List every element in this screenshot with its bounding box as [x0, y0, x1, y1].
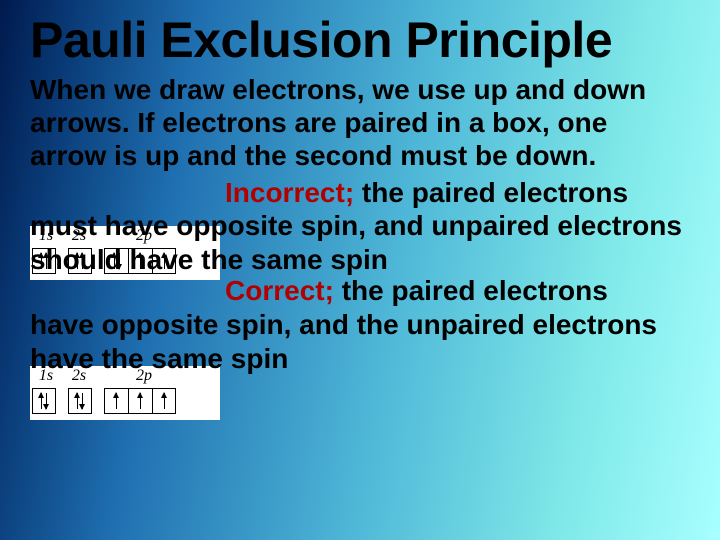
box-1s: [32, 388, 56, 414]
box-2p-group: [104, 388, 176, 414]
correct-text-1: the paired electrons: [334, 275, 608, 306]
explanation-block: Incorrect; the paired electrons must hav…: [30, 176, 690, 376]
box-2p-2: [128, 388, 152, 414]
incorrect-line-2: must have opposite spin, and unpaired el…: [30, 209, 690, 276]
slide: Pauli Exclusion Principle When we draw e…: [0, 0, 720, 540]
slide-title: Pauli Exclusion Principle: [30, 14, 690, 67]
incorrect-text-1: the paired electrons: [354, 177, 628, 208]
correct-text-2: have opposite spin, and the unpaired ele…: [30, 309, 657, 374]
incorrect-text-2: must have opposite spin, and unpaired el…: [30, 210, 682, 275]
correct-label: Correct;: [225, 275, 334, 306]
box-2s: [68, 388, 92, 414]
correct-line-2: have opposite spin, and the unpaired ele…: [30, 308, 690, 375]
incorrect-label: Incorrect;: [225, 177, 354, 208]
box-2p-3: [152, 388, 176, 414]
incorrect-line-1: Incorrect; the paired electrons: [30, 176, 690, 210]
intro-text: When we draw electrons, we use up and do…: [30, 73, 690, 172]
correct-line-1: Correct; the paired electrons: [30, 274, 690, 308]
box-2p-1: [104, 388, 128, 414]
orbital-boxes: [32, 388, 176, 414]
